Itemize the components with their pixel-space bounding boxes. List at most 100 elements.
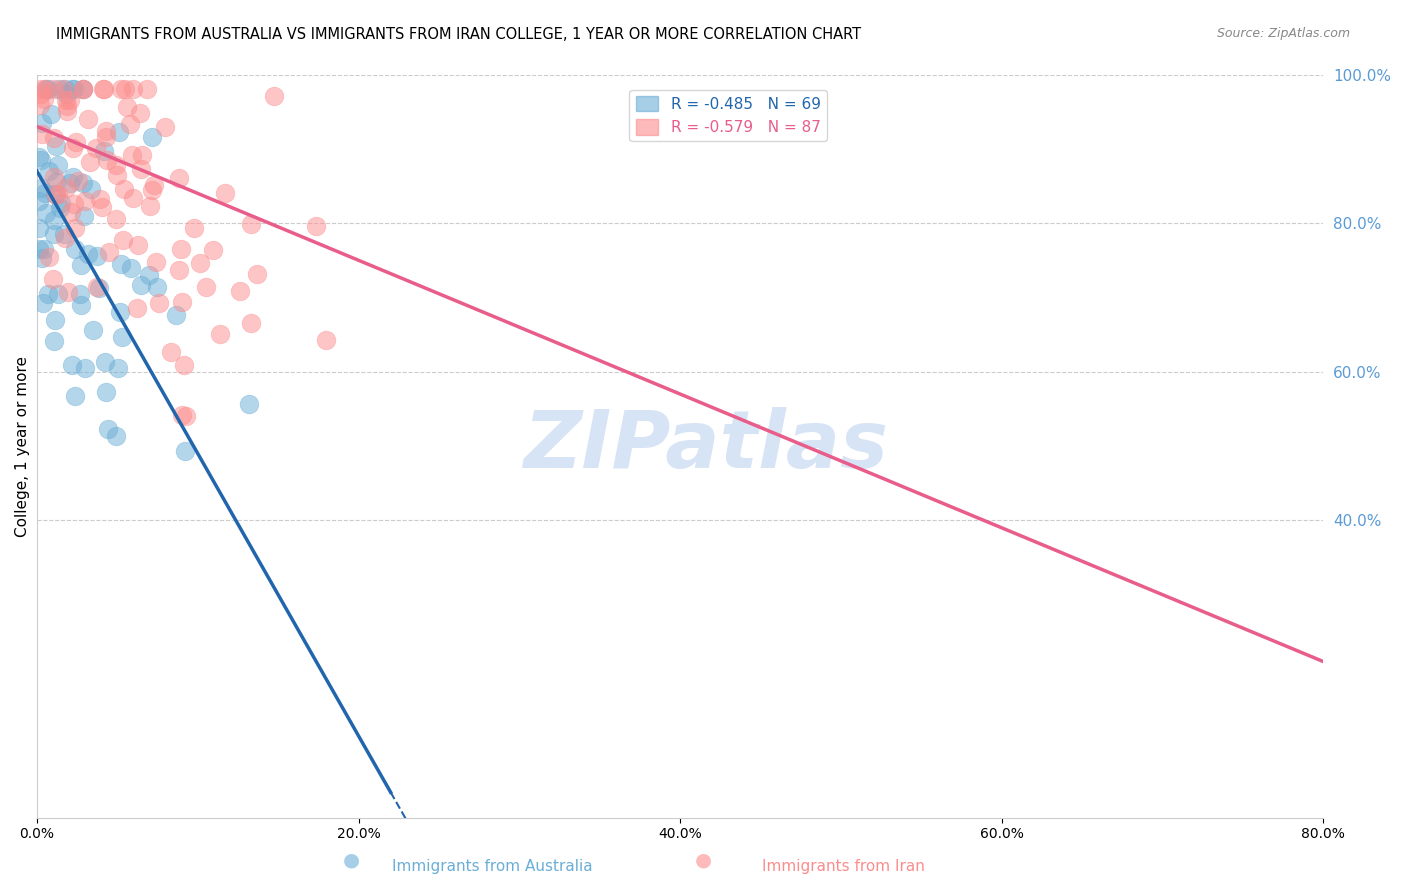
Immigrants from Iran (44, 131, 66, 145)
Immigrants from Iran (104, 158, 127, 172)
Immigrants from Australia (63, 242, 86, 256)
Immigrants from Iran (56, 99, 79, 113)
Immigrants from Iran (75, 194, 97, 208)
Immigrants from Iran (148, 296, 170, 310)
Immigrants from Iran (65, 221, 87, 235)
Immigrants from Australia (49, 201, 72, 215)
Immigrants from Australia (30, 153, 52, 168)
Immigrants from Australia (42, 334, 65, 348)
Immigrants from Iran (183, 220, 205, 235)
Immigrants from Iran (160, 344, 183, 359)
Immigrants from Iran (202, 243, 225, 257)
Immigrants from Australia (60, 358, 83, 372)
Immigrants from Australia (46, 286, 69, 301)
Immigrants from Australia (27, 150, 49, 164)
Immigrants from Iran (115, 100, 138, 114)
Immigrants from Australia (129, 277, 152, 292)
Text: Source: ZipAtlas.com: Source: ZipAtlas.com (1216, 27, 1350, 40)
Immigrants from Iran (72, 82, 94, 96)
Immigrants from Iran (105, 168, 128, 182)
Immigrants from Iran (32, 92, 55, 106)
Immigrants from Iran (110, 82, 132, 96)
Y-axis label: College, 1 year or more: College, 1 year or more (15, 356, 30, 537)
Immigrants from Iran (139, 199, 162, 213)
Immigrants from Australia (146, 279, 169, 293)
Immigrants from Iran (120, 117, 142, 131)
Immigrants from Iran (153, 120, 176, 135)
Immigrants from Iran (42, 271, 65, 285)
Legend: R = -0.485   N = 69, R = -0.579   N = 87: R = -0.485 N = 69, R = -0.579 N = 87 (630, 89, 827, 142)
Immigrants from Iran (145, 254, 167, 268)
Immigrants from Australia (87, 281, 110, 295)
Immigrants from Australia (80, 182, 103, 196)
Immigrants from Australia (35, 82, 58, 96)
Immigrants from Australia (48, 82, 70, 96)
Immigrants from Australia (110, 257, 132, 271)
Immigrants from Australia (38, 164, 60, 178)
Immigrants from Iran (93, 82, 115, 96)
Immigrants from Australia (44, 312, 66, 326)
Immigrants from Australia (34, 242, 56, 256)
Immigrants from Iran (141, 183, 163, 197)
Immigrants from Iran (240, 217, 263, 231)
Immigrants from Iran (214, 186, 236, 200)
Immigrants from Australia (45, 138, 67, 153)
Immigrants from Iran (194, 280, 217, 294)
Immigrants from Iran (173, 358, 195, 372)
Immigrants from Iran (98, 245, 121, 260)
Text: ●: ● (343, 851, 360, 870)
Immigrants from Australia (34, 186, 56, 200)
Immigrants from Australia (107, 361, 129, 376)
Immigrants from Iran (127, 237, 149, 252)
Text: IMMIGRANTS FROM AUSTRALIA VS IMMIGRANTS FROM IRAN COLLEGE, 1 YEAR OR MORE CORREL: IMMIGRANTS FROM AUSTRALIA VS IMMIGRANTS … (56, 27, 862, 42)
Immigrants from Australia (120, 260, 142, 275)
Immigrants from Iran (170, 409, 193, 423)
Immigrants from Iran (131, 147, 153, 161)
Immigrants from Australia (108, 304, 131, 318)
Immigrants from Iran (112, 182, 135, 196)
Immigrants from Iran (96, 130, 118, 145)
Immigrants from Iran (172, 294, 194, 309)
Immigrants from Australia (28, 220, 51, 235)
Immigrants from Iran (45, 188, 67, 202)
Immigrants from Australia (76, 246, 98, 260)
Immigrants from Australia (59, 176, 82, 190)
Immigrants from Iran (79, 155, 101, 169)
Immigrants from Iran (263, 89, 285, 103)
Immigrants from Iran (170, 242, 193, 256)
Immigrants from Australia (104, 428, 127, 442)
Immigrants from Iran (55, 181, 77, 195)
Immigrants from Australia (30, 181, 52, 195)
Immigrants from Iran (55, 93, 77, 107)
Immigrants from Australia (53, 227, 76, 242)
Immigrants from Australia (42, 212, 65, 227)
Immigrants from Iran (76, 112, 98, 126)
Immigrants from Iran (111, 234, 134, 248)
Immigrants from Iran (129, 105, 152, 120)
Immigrants from Iran (209, 326, 232, 341)
Immigrants from Iran (315, 333, 337, 347)
Immigrants from Iran (96, 153, 118, 167)
Immigrants from Iran (121, 148, 143, 162)
Immigrants from Australia (82, 322, 104, 336)
Immigrants from Australia (31, 296, 53, 310)
Immigrants from Australia (44, 227, 66, 241)
Text: ZIPatlas: ZIPatlas (523, 407, 889, 485)
Immigrants from Iran (91, 200, 114, 214)
Immigrants from Iran (188, 256, 211, 270)
Immigrants from Australia (37, 82, 59, 96)
Immigrants from Iran (89, 192, 111, 206)
Immigrants from Iran (104, 211, 127, 226)
Immigrants from Australia (69, 286, 91, 301)
Immigrants from Iran (122, 191, 145, 205)
Immigrants from Iran (65, 135, 87, 149)
Immigrants from Iran (56, 285, 79, 299)
Immigrants from Iran (44, 82, 66, 96)
Immigrants from Iran (63, 197, 86, 211)
Immigrants from Iran (114, 82, 136, 96)
Immigrants from Australia (55, 87, 77, 102)
Immigrants from Australia (70, 259, 93, 273)
Immigrants from Iran (246, 267, 269, 281)
Immigrants from Australia (94, 384, 117, 399)
Immigrants from Iran (34, 82, 56, 96)
